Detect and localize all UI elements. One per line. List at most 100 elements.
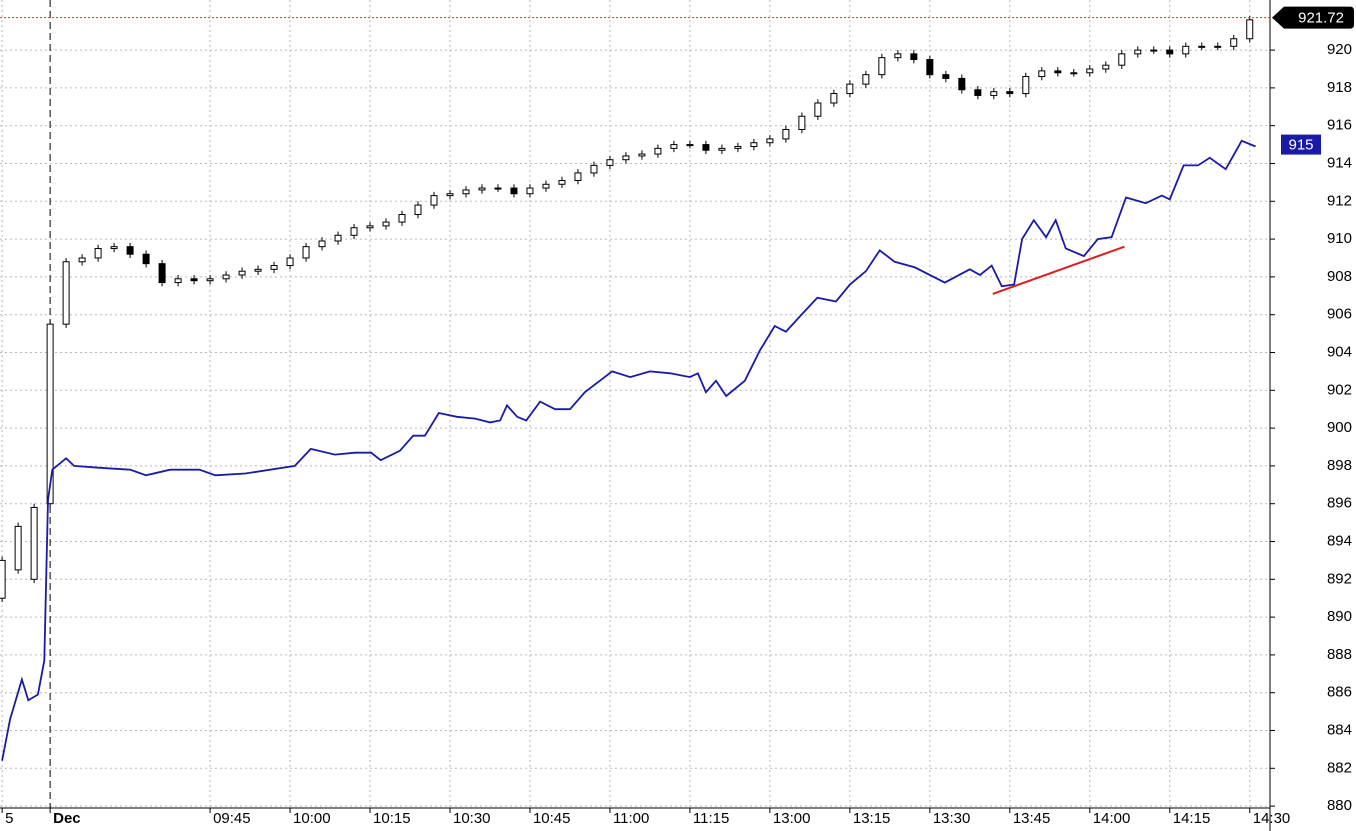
candle-body <box>46 323 54 505</box>
y-tick-label: 896 <box>1327 495 1352 512</box>
candle-body <box>14 525 22 571</box>
candle-body <box>190 278 198 282</box>
candle-body <box>238 270 246 276</box>
candle-body <box>1006 91 1014 95</box>
candle-body <box>910 53 918 61</box>
candle-body <box>510 187 518 195</box>
trendline <box>992 245 1125 295</box>
candle-body <box>526 187 534 195</box>
candle-body <box>446 193 454 197</box>
candle-body <box>654 147 662 155</box>
overlay-line <box>1 139 1256 761</box>
candle-body <box>286 257 294 267</box>
y-tick-label: 894 <box>1327 532 1352 549</box>
candle-body <box>94 248 102 259</box>
y-tick-label: 910 <box>1327 230 1352 247</box>
candle-body <box>974 89 982 96</box>
candle-body <box>398 214 406 223</box>
candle-body <box>958 77 966 91</box>
y-tick-label: 918 <box>1327 79 1352 96</box>
y-tick-label: 916 <box>1327 117 1352 134</box>
candle-body <box>1086 68 1094 74</box>
candle-body <box>1038 70 1046 78</box>
candle-body <box>270 265 278 270</box>
x-tick-label: 10:00 <box>293 810 331 827</box>
candle-body <box>670 144 678 149</box>
x-tick-label: 11:00 <box>613 810 649 827</box>
candle-body <box>702 144 710 151</box>
candle-body <box>942 74 950 79</box>
candle-body <box>846 83 854 95</box>
candle-body <box>78 257 86 263</box>
candle-body <box>1054 70 1062 74</box>
candle-body <box>830 93 838 104</box>
y-tick-label: 882 <box>1327 759 1352 776</box>
candle-body <box>542 183 550 189</box>
x-tick-label: 14:00 <box>1093 810 1131 827</box>
candle-body <box>1246 19 1254 40</box>
last-price-box <box>1272 6 1354 29</box>
candle-body <box>350 227 358 236</box>
y-tick-label: 912 <box>1327 192 1352 209</box>
x-tick-label: 10:45 <box>533 810 571 827</box>
candle-body <box>1102 64 1110 70</box>
candle-body <box>62 261 70 325</box>
candle-body <box>990 91 998 96</box>
candle-body <box>814 102 822 117</box>
y-tick-label: 890 <box>1327 608 1352 625</box>
x-tick-label: 09:45 <box>213 810 251 827</box>
overlay-last-label: 915 <box>1288 137 1313 154</box>
y-tick-label: 902 <box>1327 381 1352 398</box>
candle-body <box>798 115 806 130</box>
candle-body <box>414 204 422 216</box>
candle-body <box>878 57 886 76</box>
candle-body <box>750 142 758 147</box>
candle-body <box>1166 49 1174 55</box>
x-tick-label: 13:45 <box>1013 810 1051 827</box>
x-tick-label: 14:15 <box>1173 810 1211 827</box>
candle-body <box>766 138 774 144</box>
y-tick-label: 900 <box>1327 419 1352 436</box>
candle-body <box>1134 49 1142 55</box>
last-price-label: 921.72 <box>1298 10 1344 27</box>
candle-body <box>926 59 934 76</box>
candle-body <box>158 263 166 284</box>
candle-body <box>478 187 486 191</box>
candle-body <box>686 144 694 147</box>
candle-body <box>366 225 374 229</box>
candle-body <box>254 268 262 272</box>
candle-body <box>302 246 310 259</box>
y-tick-label: 906 <box>1327 306 1352 323</box>
y-tick-label: 908 <box>1327 268 1352 285</box>
candle-body <box>638 153 646 157</box>
candle-body <box>606 159 614 166</box>
candle-body <box>1118 53 1126 66</box>
y-tick-label: 886 <box>1327 684 1352 701</box>
x-tick-label: 10:15 <box>373 810 411 827</box>
candle-body <box>334 234 342 242</box>
candle-body <box>382 221 390 227</box>
x-tick-label: 13:30 <box>933 810 971 827</box>
y-tick-label: 888 <box>1327 646 1352 663</box>
candle-body <box>1150 49 1158 52</box>
candle-body <box>430 195 438 206</box>
candle-body <box>462 189 470 195</box>
candle-body <box>126 246 134 255</box>
y-tick-label: 904 <box>1327 343 1352 360</box>
x-tick-label: 13:15 <box>853 810 891 827</box>
candle-body <box>1230 38 1238 47</box>
candle-body <box>574 172 582 182</box>
y-tick-label: 880 <box>1327 797 1352 814</box>
x-tick-label: 13:00 <box>773 810 811 827</box>
candle-body <box>1214 45 1222 48</box>
y-tick-label: 892 <box>1327 570 1352 587</box>
y-tick-label: 884 <box>1327 721 1352 738</box>
candle-body <box>734 145 742 149</box>
candle-body <box>0 559 6 599</box>
candle-body <box>30 506 38 580</box>
x-tick-label: 11:15 <box>693 810 729 827</box>
candle-body <box>222 274 230 280</box>
overlay-last-box <box>1281 134 1321 155</box>
candle-body <box>862 74 870 85</box>
